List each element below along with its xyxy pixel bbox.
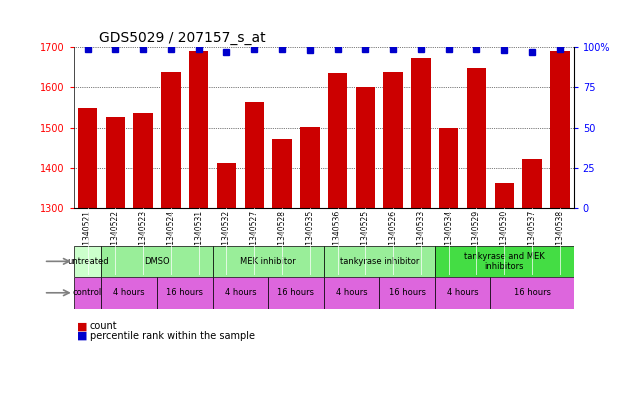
Bar (435, 277, 490, 309)
Text: 16 hours: 16 hours (166, 288, 203, 297)
Bar (133, 113, 153, 208)
Text: 16 hours: 16 hours (513, 288, 551, 297)
Bar (522, 159, 542, 208)
Bar (157, 277, 213, 309)
Text: GDS5029 / 207157_s_at: GDS5029 / 207157_s_at (99, 31, 265, 45)
Bar (550, 51, 570, 208)
Bar (383, 72, 403, 208)
Text: 4 hours: 4 hours (447, 288, 478, 297)
Bar (300, 127, 319, 208)
Text: count: count (90, 321, 117, 331)
Text: 16 hours: 16 hours (388, 288, 426, 297)
Text: control: control (73, 288, 102, 297)
Bar (74, 277, 101, 309)
Text: untreated: untreated (67, 257, 108, 266)
Bar (439, 128, 458, 208)
Bar (74, 246, 101, 277)
Text: 4 hours: 4 hours (336, 288, 367, 297)
Bar (328, 73, 347, 208)
Text: tankyrase inhibitor: tankyrase inhibitor (340, 257, 419, 266)
Bar (490, 277, 574, 309)
Text: DMSO: DMSO (144, 257, 170, 266)
Bar (379, 277, 435, 309)
Text: 16 hours: 16 hours (278, 288, 315, 297)
Bar (189, 51, 208, 208)
Bar (495, 183, 514, 208)
Bar (356, 87, 375, 208)
Bar (217, 163, 237, 208)
Text: MEK inhibitor: MEK inhibitor (240, 257, 296, 266)
Bar (78, 108, 97, 208)
Bar (412, 58, 431, 208)
Bar (101, 277, 157, 309)
Bar (324, 277, 379, 309)
Text: tankyrase and MEK
inhibitors: tankyrase and MEK inhibitors (464, 252, 545, 271)
Bar (106, 117, 125, 208)
Bar (272, 139, 292, 208)
Bar (213, 277, 268, 309)
Bar (245, 101, 264, 208)
Text: ■: ■ (77, 321, 87, 331)
Text: percentile rank within the sample: percentile rank within the sample (90, 331, 254, 341)
Bar (162, 72, 181, 208)
Bar (467, 68, 487, 208)
Bar (435, 246, 574, 277)
Bar (268, 277, 324, 309)
Bar (213, 246, 324, 277)
Text: 4 hours: 4 hours (113, 288, 145, 297)
Bar (101, 246, 213, 277)
Text: ■: ■ (77, 331, 87, 341)
Text: 4 hours: 4 hours (224, 288, 256, 297)
Bar (324, 246, 435, 277)
